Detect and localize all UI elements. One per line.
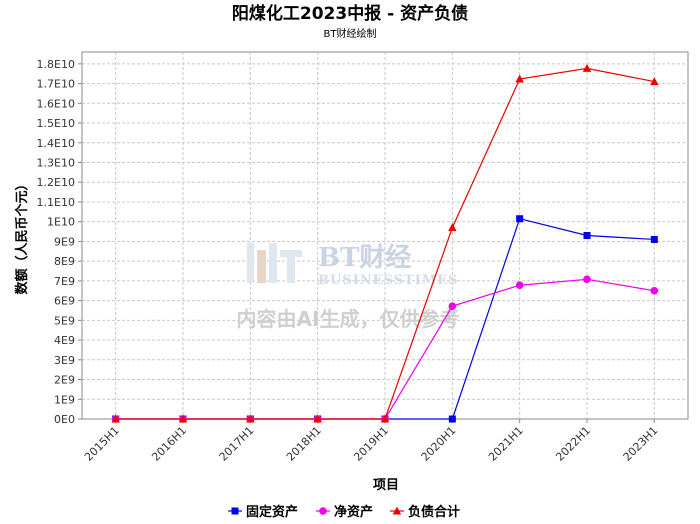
y-tick-label: 1E10 <box>47 216 75 229</box>
data-point <box>111 414 120 423</box>
legend-item: 负债合计 <box>390 504 460 520</box>
y-tick-label: 9E9 <box>54 235 75 248</box>
data-point <box>448 302 457 310</box>
y-tick-label: 1.3E10 <box>37 156 75 169</box>
data-point <box>582 63 592 72</box>
legend: 固定资产 净资产 负债合计 <box>228 504 460 520</box>
y-tick-label: 0E0 <box>54 413 75 426</box>
legend-marker <box>319 507 327 515</box>
series-3 <box>111 63 659 423</box>
x-tick-label: 2023H1 <box>621 424 661 464</box>
data-point <box>178 414 188 423</box>
x-axis-label: 项目 <box>373 478 399 493</box>
data-point <box>583 232 591 239</box>
x-axis-ticks: 2015H1 2016H1 2017H1 2018H1 2019H1 2020H1 2021… <box>82 419 660 464</box>
data-point <box>515 281 524 290</box>
legend-item: 净资产 <box>316 504 373 520</box>
data-point <box>515 74 524 83</box>
y-tick-label: 1.4E10 <box>37 137 75 150</box>
watermark-note: 内容由AI生成，仅供参考 <box>237 307 460 331</box>
legend-marker <box>231 507 239 515</box>
legend-label: 负债合计 <box>408 504 460 520</box>
y-tick-label: 3E9 <box>54 354 75 367</box>
x-tick-label: 2021H1 <box>486 424 526 464</box>
x-tick-label: 2017H1 <box>217 424 257 464</box>
legend-item: 固定资产 <box>228 504 298 520</box>
x-tick-label: 2016H1 <box>149 424 189 464</box>
y-tick-label: 8E9 <box>54 255 75 268</box>
legend-marker <box>392 506 402 515</box>
data-point <box>650 77 659 86</box>
data-point <box>448 415 456 423</box>
data-point <box>583 275 591 284</box>
y-tick-label: 4E9 <box>54 334 75 347</box>
y-tick-label: 1E9 <box>54 393 75 406</box>
y-tick-label: 1.1E10 <box>37 196 75 209</box>
y-tick-label: 5E9 <box>54 314 75 327</box>
data-point <box>313 414 322 423</box>
x-tick-label: 2018H1 <box>284 424 324 464</box>
watermark-logo: BT财经 <box>318 242 411 273</box>
data-point <box>448 223 457 232</box>
legend-label: 净资产 <box>334 504 373 520</box>
y-tick-label: 1.2E10 <box>37 176 75 189</box>
y-axis-label: 数额（人民币个元） <box>14 177 30 294</box>
watermark: BT财经 BUSINESSTIMES 内容由AI生成，仅供参考 <box>237 242 460 331</box>
y-tick-label: 6E9 <box>54 295 75 308</box>
data-point <box>516 215 524 223</box>
x-tick-label: 2022H1 <box>553 424 593 464</box>
y-axis-ticks: 0E0 1E9 2E9 3E9 4E9 5E9 6E9 7E9 8E9 9E9 1E10 1.1E10… <box>37 58 82 426</box>
y-tick-label: 2E9 <box>54 374 75 387</box>
y-tick-label: 7E9 <box>54 275 75 288</box>
y-tick-label: 1.5E10 <box>37 117 75 130</box>
data-point <box>380 414 390 423</box>
series-layer <box>111 63 659 423</box>
chart-title: 阳煤化工2023中报 - 资产负债 <box>232 3 468 24</box>
x-tick-label: 2015H1 <box>82 424 122 464</box>
data-point <box>246 414 255 423</box>
watermark-logo-icon <box>247 243 302 283</box>
y-tick-label: 1.7E10 <box>37 78 75 91</box>
legend-label: 固定资产 <box>246 504 298 520</box>
data-point <box>650 235 658 243</box>
y-tick-label: 1.6E10 <box>37 97 75 110</box>
x-tick-label: 2020H1 <box>419 424 459 464</box>
x-tick-label: 2019H1 <box>351 424 391 464</box>
data-point <box>650 286 659 295</box>
y-tick-label: 1.8E10 <box>37 58 75 71</box>
watermark-sub: BUSINESSTIMES <box>318 273 459 288</box>
chart-subtitle: BT财经绘制 <box>324 27 377 40</box>
